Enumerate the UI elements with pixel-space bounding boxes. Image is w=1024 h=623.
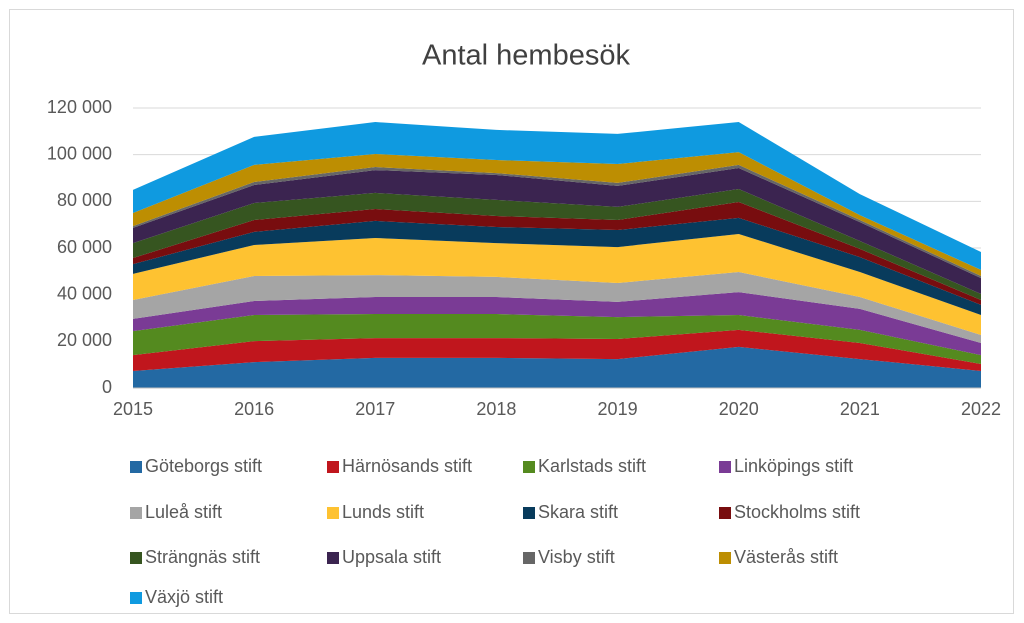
- x-tick-label: 2015: [113, 399, 153, 419]
- legend-label: Lunds stift: [342, 502, 424, 522]
- area: [133, 217, 981, 315]
- legend-swatch: [719, 552, 731, 564]
- legend-label: Luleå stift: [145, 502, 222, 522]
- legend-label: Härnösands stift: [342, 456, 472, 476]
- area: [133, 122, 981, 270]
- legend-swatch: [523, 552, 535, 564]
- chart-title: Antal hembesök: [422, 40, 630, 72]
- legend-swatch: [327, 552, 339, 564]
- area: [133, 314, 981, 364]
- x-tick-label: 2016: [234, 399, 274, 419]
- x-tick-label: 2020: [719, 399, 759, 419]
- legend-swatch: [719, 461, 731, 473]
- area: [133, 202, 981, 305]
- x-tick-label: 2018: [476, 399, 516, 419]
- legend-label: Västerås stift: [734, 547, 838, 567]
- area: [133, 329, 981, 371]
- area: [133, 292, 981, 356]
- legend-swatch: [130, 461, 142, 473]
- legend-label: Karlstads stift: [538, 456, 646, 476]
- x-tick-label: 2019: [598, 399, 638, 419]
- y-tick-label: 40 000: [57, 283, 112, 303]
- y-tick-label: 60 000: [57, 237, 112, 257]
- legend-swatch: [327, 461, 339, 473]
- legend-label: Linköpings stift: [734, 456, 853, 476]
- legend-swatch: [130, 552, 142, 564]
- x-tick-label: 2021: [840, 399, 880, 419]
- x-tick-label: 2022: [961, 399, 1001, 419]
- area: [133, 188, 981, 301]
- area: [133, 272, 981, 343]
- legend-label: Växjö stift: [145, 587, 223, 607]
- area: [133, 234, 981, 336]
- y-tick-label: 100 000: [47, 143, 112, 163]
- x-tick-label: 2017: [355, 399, 395, 419]
- legend-swatch: [130, 592, 142, 604]
- legend-label: Uppsala stift: [342, 547, 441, 567]
- y-tick-label: 80 000: [57, 190, 112, 210]
- legend-label: Skara stift: [538, 502, 618, 522]
- legend-swatch: [327, 507, 339, 519]
- area: [133, 167, 981, 294]
- legend-label: Göteborgs stift: [145, 456, 262, 476]
- legend-label: Visby stift: [538, 547, 615, 567]
- legend-label: Stockholms stift: [734, 502, 860, 522]
- area: [133, 152, 981, 276]
- legend-label: Strängnäs stift: [145, 547, 260, 567]
- legend-swatch: [523, 507, 535, 519]
- area: [133, 346, 981, 388]
- legend-swatch: [130, 507, 142, 519]
- y-tick-label: 20 000: [57, 330, 112, 350]
- legend-swatch: [719, 507, 731, 519]
- y-tick-label: 0: [102, 377, 112, 397]
- legend-swatch: [523, 461, 535, 473]
- y-tick-label: 120 000: [47, 97, 112, 117]
